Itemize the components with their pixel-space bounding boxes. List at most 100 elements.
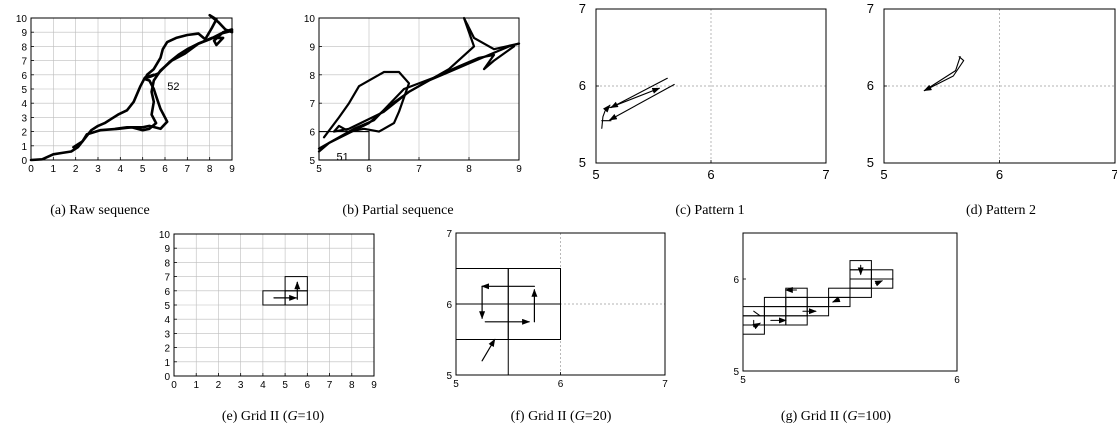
caption-d: (d) Pattern 2 bbox=[966, 203, 1036, 218]
y-tick-label: 6 bbox=[21, 71, 27, 82]
grid-cell bbox=[785, 296, 808, 308]
x-tick-label: 6 bbox=[305, 380, 311, 391]
x-tick-label: 5 bbox=[740, 375, 746, 386]
trajectory bbox=[114, 13, 234, 131]
trajectory bbox=[317, 45, 516, 150]
grid-cell bbox=[806, 296, 830, 308]
trajectory bbox=[72, 28, 234, 149]
panel-b: 5 6 7 8 9 5 6 7 8 9 10 51 bbox=[304, 14, 522, 175]
y-tick-label: 1 bbox=[21, 142, 27, 153]
y-tick-label: 6 bbox=[579, 78, 586, 93]
y-tick-label: 0 bbox=[21, 156, 27, 167]
x-tick-label: 3 bbox=[238, 380, 244, 391]
y-tick-label: 7 bbox=[309, 99, 315, 110]
trajectory bbox=[831, 296, 841, 303]
caption-e: (e) Grid II (G=10) bbox=[222, 409, 325, 424]
grid-cell bbox=[870, 269, 894, 280]
trajectory bbox=[29, 29, 234, 162]
annotation-label: 51 bbox=[337, 152, 349, 164]
y-tick-label: 5 bbox=[733, 367, 739, 378]
y-tick-label: 4 bbox=[21, 99, 27, 110]
x-tick-label: 5 bbox=[453, 379, 459, 390]
panel-d: 5 6 7 5 6 7 bbox=[867, 1, 1117, 182]
x-tick-label: 6 bbox=[162, 164, 168, 175]
grid-cell bbox=[849, 278, 872, 289]
trajectory bbox=[923, 56, 965, 92]
x-tick-label: 6 bbox=[558, 379, 564, 390]
caption-c: (c) Pattern 1 bbox=[675, 203, 744, 218]
x-tick-label: 4 bbox=[260, 380, 266, 391]
y-tick-label: 3 bbox=[21, 113, 27, 124]
x-tick-label: 2 bbox=[216, 380, 222, 391]
y-tick-label: 4 bbox=[164, 315, 170, 326]
grid-cell bbox=[828, 287, 851, 298]
y-tick-label: 7 bbox=[579, 1, 586, 16]
x-tick-label: 6 bbox=[954, 375, 960, 386]
x-tick-label: 0 bbox=[171, 380, 177, 391]
y-tick-label: 8 bbox=[309, 71, 315, 82]
x-tick-label: 1 bbox=[193, 380, 199, 391]
panel-c: 5 6 7 5 6 7 bbox=[579, 1, 830, 182]
trajectory bbox=[753, 310, 761, 317]
caption-f: (f) Grid II (G=20) bbox=[511, 409, 612, 424]
x-tick-label: 8 bbox=[349, 380, 355, 391]
grid-cell bbox=[763, 306, 787, 317]
y-tick-label: 10 bbox=[304, 14, 316, 25]
y-tick-label: 9 bbox=[164, 244, 170, 255]
grid-cell bbox=[785, 315, 808, 326]
caption-b: (b) Partial sequence bbox=[342, 203, 453, 218]
y-tick-label: 6 bbox=[446, 300, 452, 311]
y-tick-label: 3 bbox=[164, 329, 170, 340]
y-tick-label: 5 bbox=[867, 155, 874, 170]
x-tick-label: 7 bbox=[1111, 167, 1117, 182]
x-tick-label: 6 bbox=[707, 167, 714, 182]
y-tick-label: 10 bbox=[159, 230, 171, 241]
plot-frame bbox=[742, 232, 958, 372]
trajectory bbox=[609, 87, 661, 109]
x-tick-label: 7 bbox=[185, 164, 191, 175]
x-tick-label: 6 bbox=[996, 167, 1003, 182]
panel-g: 5 6 5 6 bbox=[733, 232, 960, 386]
x-tick-label: 7 bbox=[822, 167, 829, 182]
y-tick-label: 5 bbox=[309, 156, 315, 167]
x-tick-label: 5 bbox=[282, 380, 288, 391]
y-tick-label: 5 bbox=[579, 155, 586, 170]
x-tick-label: 8 bbox=[207, 164, 213, 175]
x-tick-label: 7 bbox=[416, 164, 422, 175]
caption-a: (a) Raw sequence bbox=[50, 203, 150, 218]
y-tick-label: 6 bbox=[309, 128, 315, 139]
y-tick-label: 5 bbox=[164, 301, 170, 312]
x-tick-label: 0 bbox=[28, 164, 34, 175]
annotation-label: 52 bbox=[167, 81, 179, 93]
y-tick-label: 5 bbox=[21, 85, 27, 96]
y-tick-label: 6 bbox=[164, 287, 170, 298]
x-tick-label: 3 bbox=[95, 164, 101, 175]
trajectory bbox=[601, 104, 611, 129]
grid-cell bbox=[455, 339, 509, 376]
y-tick-label: 0 bbox=[164, 372, 170, 383]
x-tick-label: 9 bbox=[371, 380, 377, 391]
x-tick-label: 7 bbox=[662, 379, 668, 390]
y-tick-label: 9 bbox=[21, 28, 27, 39]
x-tick-label: 1 bbox=[51, 164, 57, 175]
x-tick-label: 4 bbox=[118, 164, 124, 175]
x-tick-label: 9 bbox=[229, 164, 235, 175]
x-tick-label: 5 bbox=[592, 167, 599, 182]
trajectory bbox=[923, 70, 957, 92]
y-tick-label: 7 bbox=[21, 57, 27, 68]
trajectory bbox=[955, 56, 961, 72]
y-tick-label: 6 bbox=[733, 275, 739, 286]
y-tick-label: 2 bbox=[164, 344, 170, 355]
grid-cell bbox=[763, 296, 787, 308]
x-tick-label: 8 bbox=[466, 164, 472, 175]
caption-g: (g) Grid II (G=100) bbox=[781, 409, 892, 424]
panel-f: 5 6 7 5 6 7 bbox=[446, 229, 668, 390]
trajectory bbox=[481, 338, 496, 362]
grid-cell bbox=[849, 287, 872, 298]
x-tick-label: 2 bbox=[73, 164, 79, 175]
y-tick-label: 7 bbox=[164, 273, 170, 284]
y-tick-label: 6 bbox=[867, 78, 874, 93]
x-tick-label: 9 bbox=[516, 164, 522, 175]
trajectory bbox=[874, 280, 884, 287]
region-box bbox=[318, 131, 370, 161]
